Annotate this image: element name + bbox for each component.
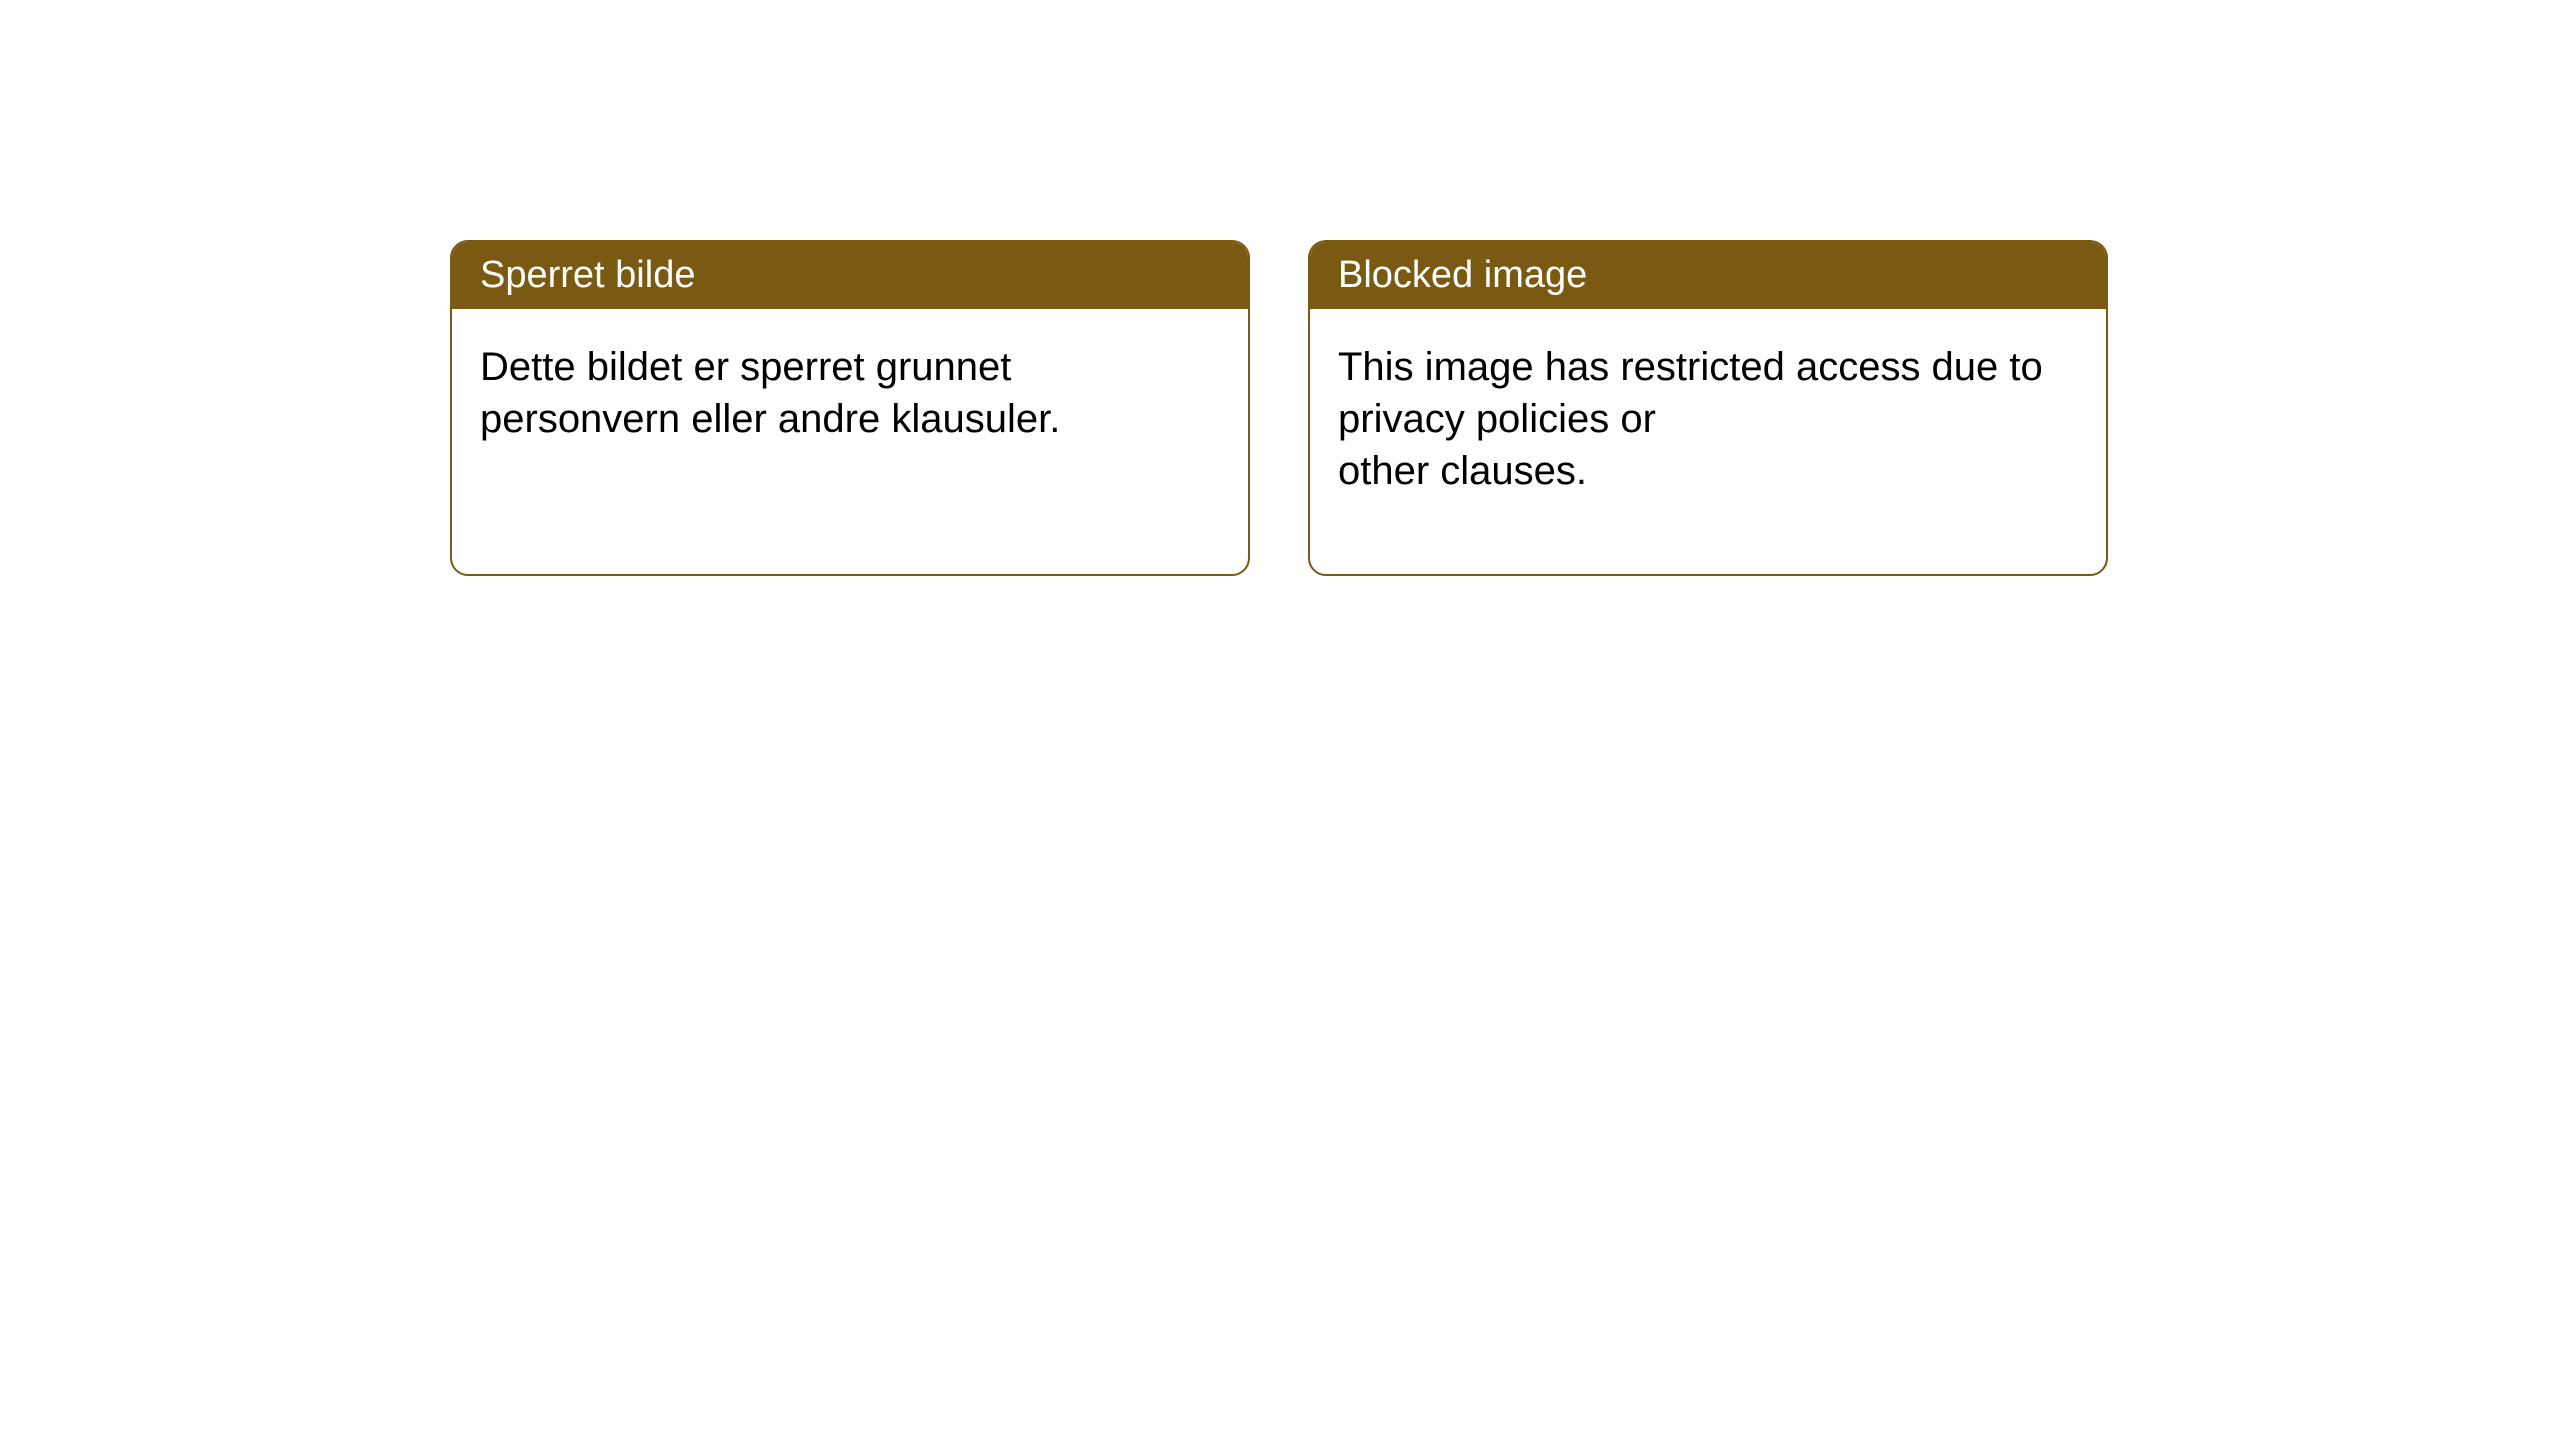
notice-header: Blocked image <box>1310 242 2106 309</box>
notice-container: Sperret bilde Dette bildet er sperret gr… <box>450 240 2108 576</box>
notice-card-norwegian: Sperret bilde Dette bildet er sperret gr… <box>450 240 1250 576</box>
notice-card-english: Blocked image This image has restricted … <box>1308 240 2108 576</box>
notice-body: This image has restricted access due to … <box>1310 309 2106 529</box>
notice-body: Dette bildet er sperret grunnet personve… <box>452 309 1248 477</box>
notice-header: Sperret bilde <box>452 242 1248 309</box>
